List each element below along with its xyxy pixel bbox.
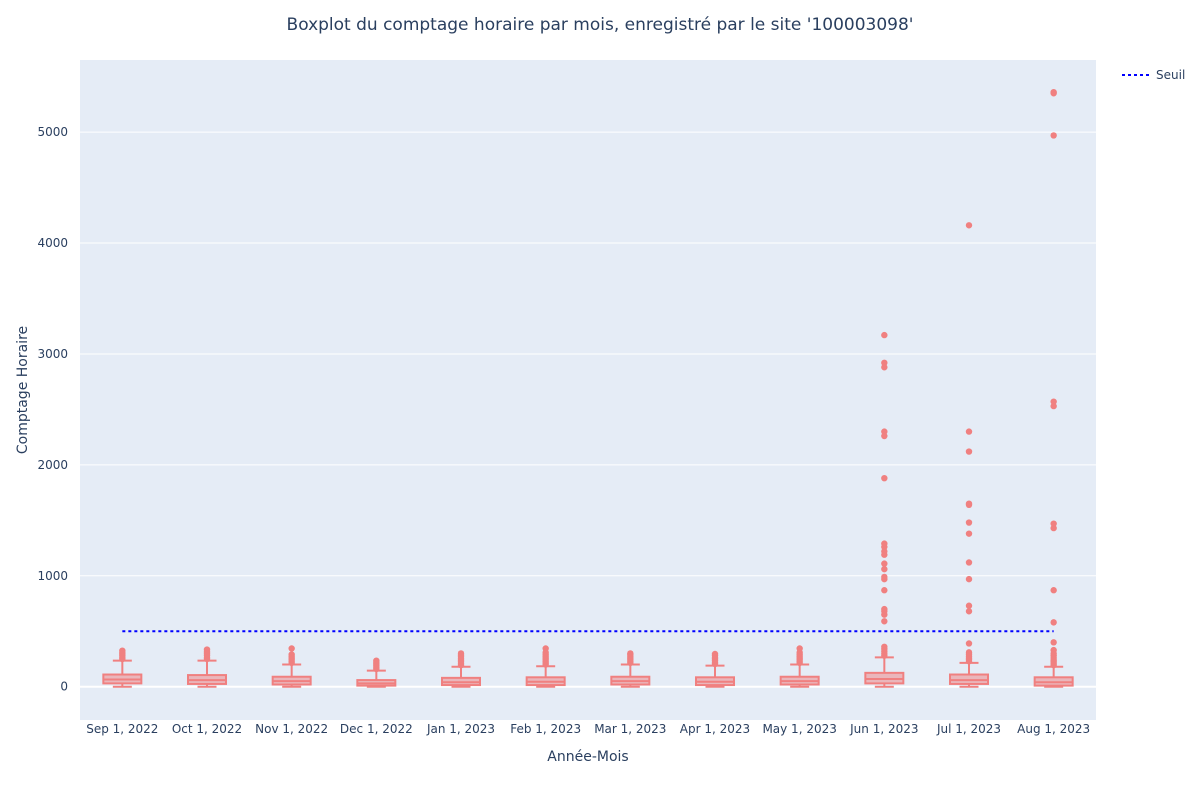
outlier-point[interactable]	[627, 650, 634, 657]
y-tick-label: 2000	[37, 458, 68, 472]
outlier-point[interactable]	[373, 657, 380, 664]
outlier-point[interactable]	[881, 428, 888, 435]
outlier-point[interactable]	[965, 222, 973, 229]
outlier-point[interactable]	[1050, 619, 1057, 626]
outlier-point[interactable]	[881, 540, 888, 547]
x-tick-label: Dec 1, 2022	[340, 722, 413, 736]
outlier-point[interactable]	[965, 500, 973, 507]
x-tick-label: Jan 1, 2023	[426, 722, 495, 736]
outlier-point[interactable]	[881, 432, 888, 440]
y-tick-label: 0	[60, 680, 68, 694]
outlier-point[interactable]	[881, 364, 888, 371]
x-tick-label: Jul 1, 2023	[936, 722, 1001, 736]
boxes-layer	[102, 88, 1074, 688]
outlier-point[interactable]	[965, 530, 973, 537]
x-tick-label: Nov 1, 2022	[255, 722, 328, 736]
y-tick-label: 4000	[37, 236, 68, 250]
x-axis-title: Année-Mois	[547, 749, 628, 765]
outlier-point[interactable]	[119, 647, 126, 654]
box-4[interactable]	[356, 657, 397, 688]
outlier-point[interactable]	[965, 640, 973, 647]
y-tick-labels: 0 1000 2000 3000 4000 5000	[37, 125, 68, 694]
box-2[interactable]	[187, 646, 227, 688]
box-5[interactable]	[441, 650, 481, 688]
x-tick-label: Apr 1, 2023	[680, 722, 750, 736]
x-tick-label: Jun 1, 2023	[849, 722, 918, 736]
outlier-point[interactable]	[881, 359, 888, 367]
outlier-point[interactable]	[288, 645, 295, 652]
outlier-point[interactable]	[457, 650, 465, 657]
outlier-point[interactable]	[881, 474, 888, 482]
outlier-point[interactable]	[965, 602, 973, 609]
outlier-point[interactable]	[965, 608, 973, 615]
box-3[interactable]	[271, 645, 312, 688]
outlier-point[interactable]	[796, 645, 803, 652]
box-9[interactable]	[779, 645, 820, 688]
outlier-point[interactable]	[881, 573, 888, 581]
outlier-point[interactable]	[881, 560, 888, 567]
x-tick-label: Feb 1, 2023	[510, 722, 581, 736]
outlier-point[interactable]	[881, 643, 888, 650]
box-8[interactable]	[695, 650, 735, 688]
outlier-point[interactable]	[965, 448, 973, 455]
outlier-point[interactable]	[1050, 402, 1057, 410]
plot-background	[80, 60, 1096, 720]
outlier-point[interactable]	[203, 646, 211, 653]
outlier-point[interactable]	[965, 519, 973, 526]
box-6[interactable]	[525, 645, 566, 688]
y-tick-label: 5000	[37, 125, 68, 139]
outlier-point[interactable]	[881, 587, 888, 594]
legend[interactable]: Seuil	[1122, 68, 1185, 82]
x-tick-label: Oct 1, 2022	[172, 722, 242, 736]
box-1[interactable]	[102, 647, 143, 688]
box-10[interactable]	[864, 331, 905, 688]
gridlines	[80, 131, 1096, 688]
outlier-point[interactable]	[881, 548, 888, 555]
box-7[interactable]	[610, 650, 651, 688]
outlier-point[interactable]	[1050, 587, 1057, 594]
outlier-point[interactable]	[1050, 646, 1057, 654]
outlier-point[interactable]	[881, 618, 888, 625]
x-tick-labels: Sep 1, 2022 Oct 1, 2022 Nov 1, 2022 Dec 1, …	[86, 722, 1090, 736]
outlier-point[interactable]	[965, 575, 973, 583]
outlier-point[interactable]	[1050, 398, 1057, 405]
y-tick-label: 1000	[37, 569, 68, 583]
outlier-point[interactable]	[288, 651, 295, 658]
legend-threshold-label: Seuil	[1156, 68, 1185, 82]
outlier-point[interactable]	[1050, 132, 1057, 139]
outlier-point[interactable]	[1050, 639, 1057, 646]
x-tick-label: Sep 1, 2022	[86, 722, 158, 736]
outlier-point[interactable]	[965, 428, 973, 435]
outlier-point[interactable]	[965, 649, 973, 656]
outlier-point[interactable]	[1050, 88, 1057, 96]
outlier-point[interactable]	[1050, 520, 1057, 527]
box-11[interactable]	[949, 222, 989, 688]
x-tick-label: Aug 1, 2023	[1017, 722, 1090, 736]
box-12[interactable]	[1033, 88, 1074, 688]
outlier-point[interactable]	[711, 650, 719, 658]
outlier-point[interactable]	[542, 645, 549, 652]
outlier-point[interactable]	[1050, 524, 1057, 532]
outlier-point[interactable]	[881, 605, 888, 613]
x-tick-label: May 1, 2023	[762, 722, 836, 736]
y-tick-label: 3000	[37, 347, 68, 361]
outlier-point[interactable]	[965, 559, 973, 566]
y-axis-title: Comptage Horaire	[15, 326, 31, 454]
outlier-point[interactable]	[881, 331, 888, 339]
outlier-point[interactable]	[881, 565, 888, 573]
chart-title: Boxplot du comptage horaire par mois, en…	[287, 15, 914, 35]
x-tick-label: Mar 1, 2023	[594, 722, 666, 736]
